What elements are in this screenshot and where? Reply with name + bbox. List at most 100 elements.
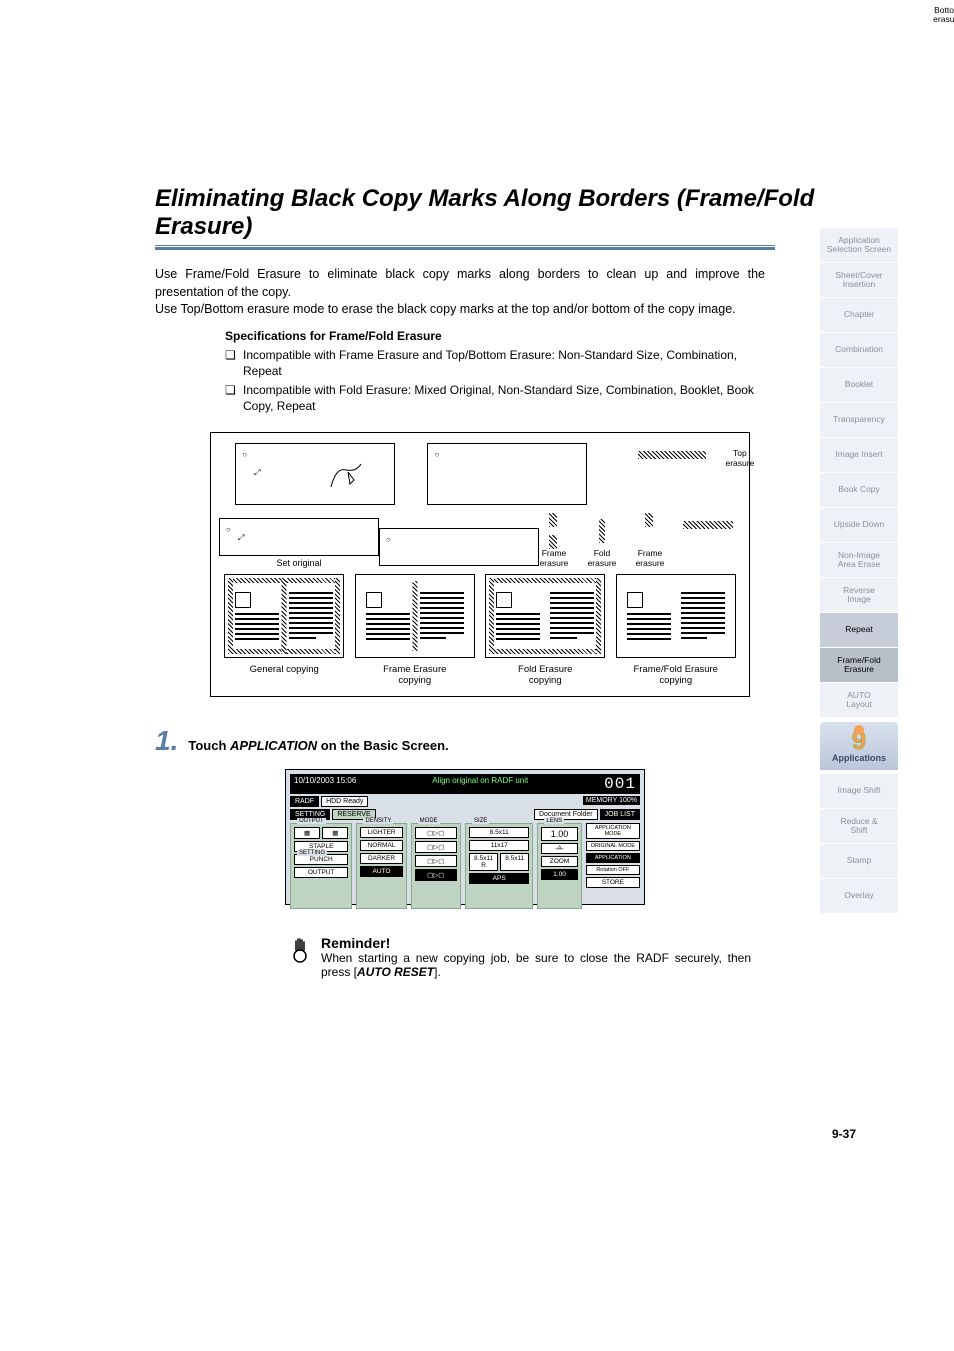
scr-memory: MEMORY 100% [583,796,640,805]
step-instruction: Touch APPLICATION on the Basic Screen. [188,738,448,753]
top-erasure-label: Toperasure [725,449,754,468]
frame-arrow [539,513,569,549]
sidebar-item[interactable]: Stamp [820,844,898,879]
framefold-copying-caption: Frame/Fold Erasurecopying [611,664,742,686]
frame-erasure-label: Frameerasure [539,549,569,568]
scr-size-button[interactable]: 8.5x11 [500,853,529,871]
reminder-text: When starting a new copying job, be sure… [321,951,751,979]
scr-density-label: DENSITY [363,818,393,824]
erasure-diagram: ○ ⤢ ○ Toperasure ○ ⤢ Set original [210,432,750,697]
intro-text-2: Use Top/Bottom erasure mode to erase the… [155,301,765,319]
intro-text-1: Use Frame/Fold Erasure to eliminate blac… [155,266,765,301]
scr-output-label: OUTPUT [297,818,326,824]
sidebar-item[interactable]: Image Shift [820,774,898,809]
sidebar-item-repeat[interactable]: Repeat [820,613,898,648]
scr-hdd-tab[interactable]: HDD Ready [321,796,368,807]
reminder-title: Reminder! [321,935,390,951]
scr-zoom-button[interactable]: ZOOM [541,856,577,867]
scr-mode-label: MODE [418,818,440,824]
reminder-hand-icon [285,935,315,965]
scr-lens-value: 1.00 [541,827,577,841]
scr-size-button[interactable]: 11x17 [469,840,529,851]
page-number: 9-37 [832,1127,856,1141]
chapter-sidebar: ApplicationSelection Screen Sheet/CoverI… [820,228,898,914]
sidebar-item-framefold[interactable]: Frame/FoldErasure [820,648,898,683]
sidebar-item[interactable]: Image Insert [820,438,898,473]
scr-lighter-button[interactable]: LIGHTER [360,827,402,838]
set-original-label: Set original [276,558,321,568]
original-panel: ○ [427,443,587,505]
scr-output-button[interactable]: OUTPUT [294,867,348,878]
bottom-erasure-label: Bottomerasure [933,6,954,25]
general-copy-result [224,574,344,658]
scr-radf-tab[interactable]: RADF [290,796,319,807]
scr-count: 001 [604,776,636,792]
scr-size-button[interactable]: 8.5x11 [469,827,529,838]
scr-appmode-button[interactable]: APPLICATION MODE [586,823,640,839]
scr-store-button[interactable]: STORE [586,877,640,888]
sidebar-item[interactable]: Book Copy [820,473,898,508]
sidebar-item[interactable]: Reduce &Shift [820,809,898,844]
original-panel: ○ [379,528,539,566]
spec-item: Incompatible with Fold Erasure: Mixed Or… [225,382,765,414]
original-panel: ○ ⤢ [235,443,395,505]
step-number: 1. [155,725,178,757]
sidebar-item[interactable]: Transparency [820,403,898,438]
sidebar-item[interactable]: Non-ImageArea Erase [820,543,898,578]
specifications-section: Specifications for Frame/Fold Erasure In… [225,329,765,415]
scr-normal-button[interactable]: NORMAL [360,840,402,851]
scr-rotation-button[interactable]: Rotation OFF [586,865,640,875]
scr-size-label: SIZE [472,818,489,824]
sidebar-item[interactable]: AUTOLayout [820,683,898,718]
fold-arrow [587,513,617,549]
frame-arrow-2 [635,513,665,549]
scr-message: Align original on RADF unit [432,776,528,792]
scr-datetime: 10/10/2003 15:06 [294,776,356,792]
chapter-label: Applications [832,753,886,763]
scr-mode-button[interactable]: ▢▷▢ [415,841,457,853]
frame-erasure-result [355,574,475,658]
scr-lens-label: LENS [544,818,564,824]
sidebar-item[interactable]: Overlay [820,879,898,914]
fold-erasure-label: Folderasure [587,549,617,568]
title-underline [155,245,775,250]
chapter-tab[interactable]: 9 Applications [820,722,898,770]
hand-drawing-icon [326,462,366,492]
fold-copying-caption: Fold Erasurecopying [480,664,611,686]
original-panel: ○ ⤢ [219,518,379,556]
reminder-block: Reminder! When starting a new copying jo… [285,935,914,979]
scr-mode-button[interactable]: ▢▷▢ [415,855,457,867]
scr-mode-button[interactable]: ▢▷▢ [415,827,457,839]
sidebar-item[interactable]: ApplicationSelection Screen [820,228,898,263]
sidebar-item[interactable]: ReverseImage [820,578,898,613]
bottom-erasure-figure [683,513,733,549]
chapter-dot-icon [854,725,864,735]
scr-joblist-tab[interactable]: JOB LIST [600,809,640,820]
page-title: Eliminating Black Copy Marks Along Borde… [155,185,914,241]
fold-erasure-result [485,574,605,658]
scr-setting-label: SETTING [297,850,327,856]
top-erasure-figure: Toperasure [632,447,712,507]
scr-darker-button[interactable]: DARKER [360,853,402,864]
sidebar-item[interactable]: Upside Down [820,508,898,543]
framefold-erasure-result [616,574,736,658]
frame-erasure-label-2: Frameerasure [635,549,665,568]
spec-heading: Specifications for Frame/Fold Erasure [225,329,765,343]
scr-one-button[interactable]: 1.00 [541,869,577,880]
sidebar-item[interactable]: Booklet [820,368,898,403]
scr-aps-button[interactable]: APS [469,873,529,884]
basic-screen-screenshot: 10/10/2003 15:06 Align original on RADF … [285,769,645,905]
step-1: 1. Touch APPLICATION on the Basic Screen… [155,725,914,757]
frame-copying-caption: Frame Erasurecopying [350,664,481,686]
scr-axa[interactable]: -A- [541,843,577,854]
sidebar-item[interactable]: Chapter [820,298,898,333]
scr-mode-button[interactable]: ▢▷▢ [415,869,457,881]
scr-auto-button[interactable]: AUTO [360,866,402,877]
general-copying-caption: General copying [219,664,350,686]
spec-item: Incompatible with Frame Erasure and Top/… [225,347,765,379]
scr-origmode-button[interactable]: ORIGINAL MODE [586,841,640,851]
scr-application-button[interactable]: APPLICATION [586,853,640,863]
sidebar-item[interactable]: Combination [820,333,898,368]
sidebar-item[interactable]: Sheet/CoverInsertion [820,263,898,298]
scr-size-button[interactable]: 8.5x11 R [469,853,498,871]
